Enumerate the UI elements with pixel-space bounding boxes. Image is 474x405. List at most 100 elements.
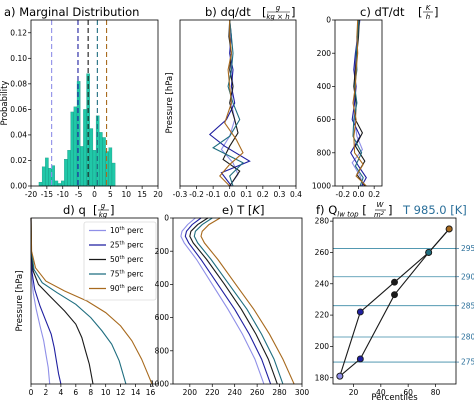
x-tick-label: 10 bbox=[121, 190, 131, 199]
y-tick-label: 220 bbox=[315, 311, 330, 320]
legend-rest: perc bbox=[125, 284, 144, 293]
x-tick-label: 80 bbox=[431, 388, 441, 397]
histogram-bar bbox=[54, 180, 59, 187]
panel-f-unit-num: W bbox=[377, 201, 385, 209]
x-tick-label: -20 bbox=[25, 190, 37, 199]
unit-den-sup: 2 bbox=[381, 211, 384, 217]
series-line-p25 bbox=[350, 19, 367, 187]
x-tick-label: 2 bbox=[44, 388, 49, 397]
legend-rest: perc bbox=[125, 241, 144, 250]
panel-b-unit-den: kg × h bbox=[266, 13, 289, 21]
legend-rest: perc bbox=[125, 226, 144, 235]
y-tick-label: 800 bbox=[317, 148, 332, 157]
series-line-p90 bbox=[30, 217, 153, 385]
panel-d-bracket-close: ] bbox=[110, 203, 115, 217]
histogram-bar bbox=[108, 147, 113, 187]
y-tick-label: 200 bbox=[315, 342, 330, 351]
qlw-marker-p75 bbox=[425, 249, 433, 256]
y-tick-label: 280 bbox=[315, 217, 330, 226]
x-tick-label: 0.0 bbox=[224, 190, 236, 199]
x-tick-label: 16 bbox=[146, 388, 156, 397]
panel-d-bracket-open: [ bbox=[93, 203, 98, 217]
title-text: f) Q bbox=[316, 203, 337, 217]
y-tick-label: 600 bbox=[155, 313, 170, 322]
y-tick-label: 1000 bbox=[150, 380, 169, 389]
y-tick-label: 400 bbox=[317, 82, 332, 91]
panel-e-title: e) T [K] bbox=[222, 203, 264, 217]
qlw-series-line bbox=[339, 228, 450, 377]
x-tick-label: -0.1 bbox=[206, 190, 221, 199]
qlw-marker-p50 bbox=[391, 278, 398, 286]
histogram-bar bbox=[38, 182, 43, 187]
x-tick-label: -15 bbox=[41, 190, 53, 199]
series-line-p10 bbox=[30, 217, 51, 385]
y-tick-label: 0.04 bbox=[10, 131, 27, 140]
y2-tick-label: 280 bbox=[461, 333, 474, 342]
x-tick-label: 14 bbox=[131, 388, 141, 397]
y-tick-label: 240 bbox=[315, 279, 330, 288]
panel-b-title: b) dq/dt bbox=[205, 5, 251, 19]
panel-d-frame bbox=[30, 217, 159, 385]
unit-den-text: m bbox=[374, 211, 381, 219]
x-tick-label: 200 bbox=[183, 388, 198, 397]
panel-a-ylabel: Probability bbox=[0, 81, 10, 126]
x-tick-label: 20 bbox=[349, 388, 359, 397]
title-text: e) T bbox=[222, 203, 245, 217]
histogram-bar bbox=[92, 150, 97, 187]
y-tick-label: 0 bbox=[326, 16, 331, 25]
series-line-p50 bbox=[30, 217, 94, 385]
qlw-marker-p10 bbox=[336, 372, 344, 380]
panel-b-dqdt: b) dq/dt [gkg × h] -0.3 -0.2 -0.1 0.0 0.1 0.2 0.… bbox=[165, 4, 302, 199]
x-tick-label: 0 bbox=[92, 190, 97, 199]
panel-f-frame bbox=[332, 217, 457, 385]
x-tick-label: 280 bbox=[272, 388, 287, 397]
legend-rest: perc bbox=[125, 255, 144, 264]
legend-pct: 10 bbox=[110, 226, 120, 235]
x-tick-label: 220 bbox=[205, 388, 220, 397]
y-tick-label: 200 bbox=[155, 247, 170, 256]
panel-f-unit-den: m2 bbox=[374, 211, 384, 219]
x-tick-label: 0 bbox=[29, 388, 34, 397]
title-bracket-open: [ bbox=[244, 203, 252, 217]
x-tick-label: 4 bbox=[58, 388, 63, 397]
legend-entry-label: 10th perc bbox=[110, 226, 144, 235]
histogram-bar bbox=[80, 146, 84, 187]
legend-sup: th bbox=[120, 270, 125, 276]
y-tick-label: 180 bbox=[315, 373, 330, 382]
series-line-p10 bbox=[180, 217, 265, 385]
panel-c-bracket-open: [ bbox=[418, 5, 423, 19]
panel-d-unit-num: g bbox=[101, 202, 106, 210]
series-line-p25 bbox=[30, 217, 62, 385]
panel-d-ylabel: Pressure [hPa] bbox=[15, 271, 25, 332]
histogram-bar bbox=[45, 157, 49, 187]
x-tick-label: 0.0 bbox=[353, 190, 365, 199]
panel-c-unit-num: K bbox=[426, 4, 432, 12]
series-line-p75 bbox=[212, 19, 244, 187]
qlw-series-line bbox=[339, 228, 450, 377]
panel-e-temperature: e) T [K] 200 220 240 260 280 300 0 200 400 600 800 1… bbox=[150, 203, 309, 397]
legend-pct: 75 bbox=[110, 270, 120, 279]
qlw-marker-p90 bbox=[445, 225, 453, 233]
histogram-bar bbox=[70, 111, 75, 187]
x-tick-label: 0.1 bbox=[240, 190, 252, 199]
legend-entry-label: 50th perc bbox=[110, 255, 144, 264]
panel-b-unit-num: g bbox=[276, 4, 281, 12]
x-tick-label: 0.2 bbox=[257, 190, 269, 199]
legend-pct: 50 bbox=[110, 255, 120, 264]
y-tick-label: 0.02 bbox=[10, 156, 27, 165]
legend-sup: th bbox=[120, 284, 125, 290]
panel-b-ylabel: Pressure [hPa] bbox=[165, 73, 175, 134]
histogram-bar bbox=[41, 166, 46, 187]
panel-c-dtdt: c) dT/dt [Kh] -0.2 0.0 0.2 0 200 400 600 800 1000 bbox=[312, 4, 439, 199]
histogram-bar bbox=[61, 180, 65, 187]
x-tick-label: 5 bbox=[108, 190, 113, 199]
legend-pct: 90 bbox=[110, 284, 120, 293]
y-tick-label: 1000 bbox=[312, 182, 331, 191]
series-line-p90 bbox=[200, 217, 295, 385]
y-tick-label: 0.10 bbox=[10, 54, 27, 63]
histogram-bar bbox=[86, 73, 90, 187]
legend-entry-label: 25th perc bbox=[110, 241, 144, 250]
x-tick-label: 40 bbox=[376, 388, 386, 397]
